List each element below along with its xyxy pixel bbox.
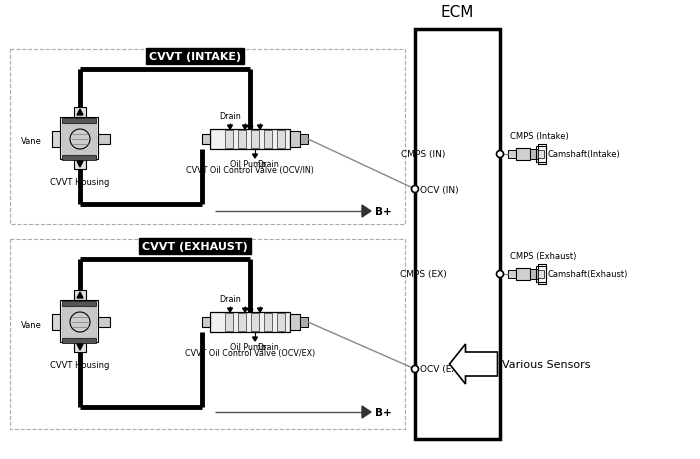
Polygon shape	[202, 134, 210, 145]
Polygon shape	[264, 131, 272, 149]
Text: Drain: Drain	[257, 160, 279, 168]
Circle shape	[70, 312, 90, 332]
Text: Drain: Drain	[219, 294, 241, 303]
Polygon shape	[77, 344, 83, 350]
Circle shape	[412, 186, 419, 193]
Polygon shape	[60, 300, 98, 342]
Circle shape	[70, 130, 90, 150]
Polygon shape	[530, 269, 538, 280]
Polygon shape	[62, 338, 96, 343]
Polygon shape	[62, 302, 96, 306]
Polygon shape	[264, 313, 272, 331]
Polygon shape	[258, 308, 262, 312]
Polygon shape	[290, 132, 300, 148]
Polygon shape	[74, 108, 86, 118]
Polygon shape	[228, 308, 232, 312]
Text: Drain: Drain	[219, 112, 241, 121]
Polygon shape	[300, 134, 308, 145]
Polygon shape	[74, 342, 86, 352]
Polygon shape	[225, 131, 233, 149]
Text: Drain: Drain	[257, 342, 279, 351]
Polygon shape	[228, 126, 232, 130]
Polygon shape	[508, 270, 516, 279]
Polygon shape	[74, 160, 86, 170]
Circle shape	[496, 151, 503, 158]
Polygon shape	[277, 131, 285, 149]
Text: OCV (IN): OCV (IN)	[420, 185, 459, 194]
Polygon shape	[62, 119, 96, 124]
Polygon shape	[516, 149, 530, 161]
Text: CVVT Housing: CVVT Housing	[50, 360, 110, 369]
Text: Various Sensors: Various Sensors	[503, 359, 591, 369]
Polygon shape	[60, 118, 98, 160]
Polygon shape	[62, 156, 96, 161]
Polygon shape	[253, 337, 258, 341]
Polygon shape	[290, 314, 300, 330]
Polygon shape	[247, 309, 253, 312]
Text: OCV (EX): OCV (EX)	[420, 365, 461, 374]
Polygon shape	[98, 317, 110, 327]
Text: CMPS (Intake): CMPS (Intake)	[510, 132, 568, 141]
Polygon shape	[362, 206, 371, 218]
Text: CVVT (INTAKE): CVVT (INTAKE)	[149, 52, 241, 62]
Circle shape	[412, 366, 419, 373]
Polygon shape	[98, 134, 110, 145]
Polygon shape	[52, 132, 60, 148]
Text: CVVT (EXHAUST): CVVT (EXHAUST)	[142, 241, 248, 252]
Text: Vane: Vane	[21, 137, 42, 146]
Polygon shape	[62, 125, 96, 155]
Polygon shape	[258, 126, 262, 130]
Polygon shape	[52, 314, 60, 330]
Text: ECM: ECM	[441, 5, 474, 20]
Text: Camshaft(Exhaust): Camshaft(Exhaust)	[548, 270, 629, 279]
Polygon shape	[210, 312, 290, 332]
Polygon shape	[508, 151, 516, 159]
Polygon shape	[251, 313, 259, 331]
Text: Oil Pump: Oil Pump	[230, 342, 266, 351]
Polygon shape	[449, 344, 498, 384]
Polygon shape	[238, 131, 246, 149]
Text: CVVT Oil Control Valve (OCV/EX): CVVT Oil Control Valve (OCV/EX)	[185, 348, 315, 357]
Text: Oil Pump: Oil Pump	[230, 160, 266, 168]
Text: B+: B+	[375, 207, 392, 217]
Polygon shape	[77, 292, 83, 298]
Polygon shape	[202, 317, 210, 327]
Text: B+: B+	[375, 407, 392, 417]
Polygon shape	[238, 313, 246, 331]
Polygon shape	[277, 313, 285, 331]
Polygon shape	[62, 308, 96, 337]
Polygon shape	[242, 308, 248, 312]
Polygon shape	[251, 131, 259, 149]
Polygon shape	[242, 126, 248, 130]
Polygon shape	[530, 150, 538, 160]
Polygon shape	[210, 130, 290, 150]
Text: CMPS (IN): CMPS (IN)	[401, 150, 445, 159]
Polygon shape	[516, 269, 530, 280]
Polygon shape	[253, 155, 258, 159]
Polygon shape	[538, 151, 544, 159]
Polygon shape	[77, 162, 83, 168]
Polygon shape	[415, 30, 500, 439]
Text: Camshaft(Intake): Camshaft(Intake)	[548, 150, 621, 159]
Polygon shape	[300, 317, 308, 327]
Polygon shape	[538, 270, 544, 279]
Polygon shape	[225, 313, 233, 331]
Text: CVVT Housing: CVVT Housing	[50, 178, 110, 187]
Text: CMPS (EX): CMPS (EX)	[400, 270, 447, 279]
Circle shape	[496, 271, 503, 278]
Text: CVVT Oil Control Valve (OCV/IN): CVVT Oil Control Valve (OCV/IN)	[186, 166, 314, 174]
Polygon shape	[77, 110, 83, 116]
Text: CMPS (Exhaust): CMPS (Exhaust)	[510, 252, 576, 260]
Polygon shape	[247, 127, 253, 130]
Polygon shape	[362, 406, 371, 418]
Text: Vane: Vane	[21, 320, 42, 329]
Polygon shape	[74, 291, 86, 300]
